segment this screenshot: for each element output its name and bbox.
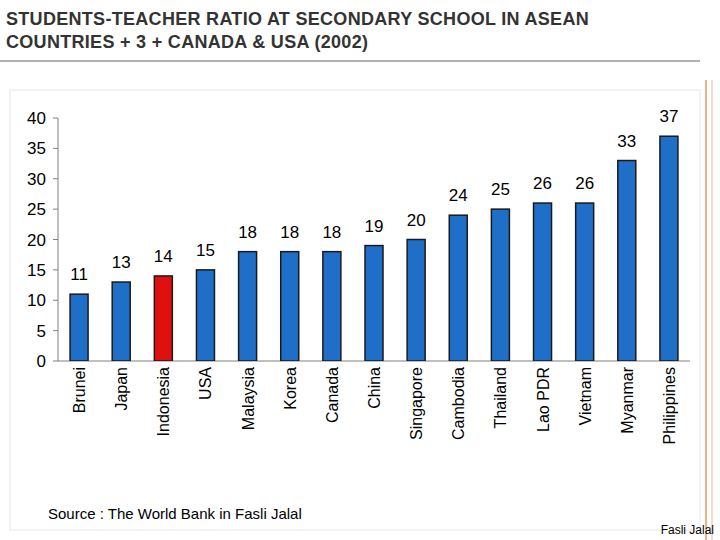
data-label: 37	[659, 107, 678, 126]
x-tick-label: Cambodia	[450, 367, 467, 440]
data-label: 18	[280, 223, 299, 242]
y-tick-label: 20	[27, 231, 46, 250]
y-tick	[53, 239, 58, 240]
bar	[534, 203, 552, 361]
y-tick-label: 10	[27, 291, 46, 310]
x-tick-label: Japan	[113, 367, 130, 411]
data-label: 14	[154, 247, 173, 266]
data-label: 25	[491, 180, 510, 199]
data-label: 15	[196, 241, 215, 260]
y-tick	[53, 300, 58, 301]
x-tick-label: Malaysia	[240, 367, 257, 430]
x-tick-label: Thailand	[492, 367, 509, 428]
footer: Fasli Jalal	[661, 523, 714, 537]
y-tick-label: 15	[27, 261, 46, 280]
bar	[365, 246, 383, 361]
bar	[70, 294, 88, 361]
data-label: 26	[533, 174, 552, 193]
x-tick-label: Indonesia	[155, 367, 172, 436]
data-label: 26	[575, 174, 594, 193]
bar	[196, 270, 214, 361]
data-label: 11	[70, 265, 88, 284]
data-label: 13	[112, 253, 131, 272]
bar	[323, 252, 341, 361]
data-label: 24	[449, 186, 468, 205]
decor-line	[712, 80, 713, 540]
bar	[660, 136, 678, 361]
y-tick-label: 35	[27, 139, 46, 158]
y-tick-label: 40	[27, 109, 46, 128]
x-tick-label: Korea	[282, 367, 299, 410]
x-tick-label: Brunei	[71, 367, 88, 413]
data-label: 18	[238, 223, 257, 242]
source-note: Source : The World Bank in Fasli Jalal	[48, 505, 302, 522]
chart: 0 5 10 15 20 25 30 35 40 11 13 14 15 18 18 18 19 20 24 25 26…	[0, 0, 720, 540]
title: STUDENTS-TEACHER RATIO AT SECONDARY SCHO…	[6, 8, 696, 54]
y-tick	[53, 148, 58, 149]
title-rule	[0, 60, 700, 62]
bar	[281, 252, 299, 361]
x-tick-label: Lao PDR	[535, 367, 552, 432]
bar	[407, 240, 425, 362]
data-label: 18	[322, 223, 341, 242]
y-axis	[58, 118, 59, 361]
x-tick-label: Myanmar	[619, 366, 636, 433]
x-tick-label: Singapore	[408, 367, 425, 440]
y-tick	[53, 178, 58, 179]
y-tick-label: 30	[27, 170, 46, 189]
bar	[112, 282, 130, 361]
bar	[576, 203, 594, 361]
bar	[618, 161, 636, 361]
y-tick	[53, 209, 58, 210]
panel	[10, 90, 700, 530]
bar	[491, 209, 509, 361]
y-tick	[53, 330, 58, 331]
data-label: 19	[365, 217, 384, 236]
x-tick-label: Philippines	[661, 367, 678, 444]
x-tick-label: China	[366, 367, 383, 409]
decor-line	[705, 80, 707, 540]
x-tick-label: USA	[197, 367, 214, 400]
bar	[239, 252, 257, 361]
x-tick-label: Vietnam	[577, 367, 594, 425]
bar	[154, 276, 172, 361]
bars	[70, 136, 678, 361]
y-tick-label: 25	[27, 200, 46, 219]
y-tick	[53, 361, 58, 362]
y-tick	[53, 118, 58, 119]
y-tick-label: 0	[37, 352, 46, 371]
data-label: 20	[407, 211, 426, 230]
bar	[449, 215, 467, 361]
x-tick-label: Canada	[324, 367, 341, 423]
data-label: 33	[617, 132, 636, 151]
y-tick-label: 5	[37, 322, 46, 341]
page: STUDENTS-TEACHER RATIO AT SECONDARY SCHO…	[0, 0, 720, 540]
y-tick	[53, 269, 58, 270]
